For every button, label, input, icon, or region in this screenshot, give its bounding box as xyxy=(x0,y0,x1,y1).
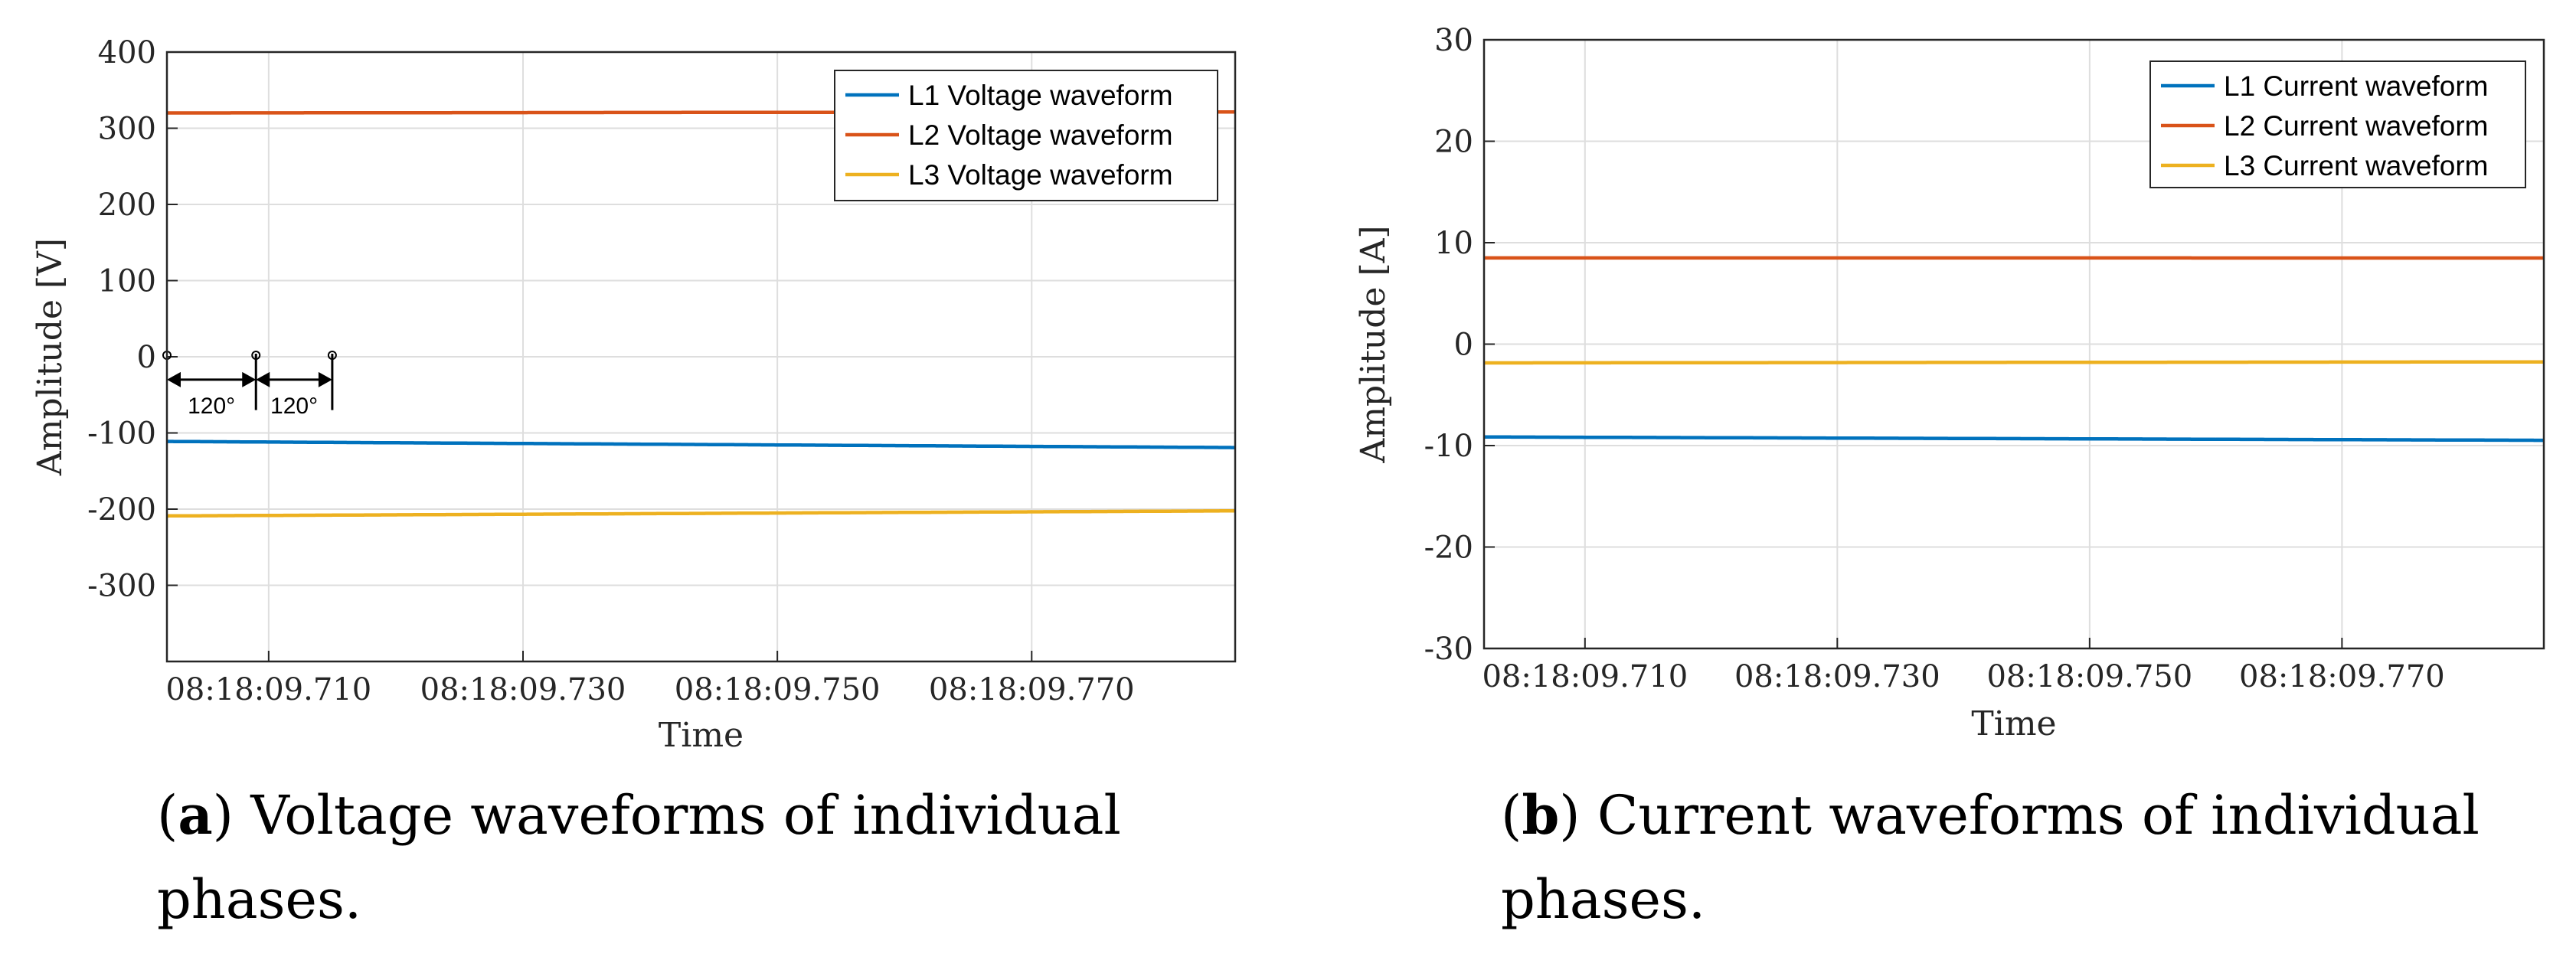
y-tick-label: 30 xyxy=(1434,23,1473,58)
y-tick-label: 20 xyxy=(1434,125,1473,160)
legend-label-l3: L3 Current waveform xyxy=(2224,150,2488,181)
legend-label-l1: L1 Current waveform xyxy=(2224,70,2488,102)
voltage-chart: -300 -200 -100 0 100 200 300 400 08:18:09.710 08:… xyxy=(31,35,1237,755)
y-tick-label: -200 xyxy=(87,492,156,527)
axes-box xyxy=(165,51,1237,663)
y-tick-label: 200 xyxy=(98,188,156,223)
x-tick-label: 08:18:09.770 xyxy=(929,672,1135,707)
series-line-l1 xyxy=(167,439,1235,449)
caption-a-text: Voltage waveforms of individual phases. xyxy=(157,784,1121,931)
series-line-l3 xyxy=(167,509,1235,518)
legend-label-l1: L1 Voltage waveform xyxy=(908,80,1173,111)
y-tick-label: -10 xyxy=(1424,429,1473,464)
series-line-l3 xyxy=(1484,360,2544,365)
axes-box xyxy=(1483,38,2545,650)
y-tick-label: 100 xyxy=(98,264,156,299)
y-tick-label: -20 xyxy=(1424,531,1473,566)
caption-a-tag: a xyxy=(178,783,213,847)
legend-label-l3: L3 Voltage waveform xyxy=(908,159,1173,191)
current-chart: -30 -20 -10 0 10 20 30 08:18:09.710 08:18:09.730… xyxy=(1354,23,2545,743)
y-tick-label: 300 xyxy=(98,112,156,147)
caption-a: (a) Voltage waveforms of individual phas… xyxy=(157,783,1121,931)
x-tick-label: 08:18:09.750 xyxy=(1986,659,2192,694)
y-tick-label: 0 xyxy=(137,340,156,375)
y-axis-label: Amplitude [V] xyxy=(31,238,70,476)
x-axis-label: Time xyxy=(659,716,744,755)
y-tick-label: 400 xyxy=(98,35,156,70)
x-tick-label: 08:18:09.730 xyxy=(1734,659,1940,694)
caption-b-text: Current waveforms of individual phases. xyxy=(1501,784,2480,931)
y-tick-label: -300 xyxy=(87,569,156,604)
annotation-arrowhead-left xyxy=(167,371,181,387)
x-tick-label: 08:18:09.710 xyxy=(165,672,371,707)
y-tick-label: 0 xyxy=(1454,328,1473,363)
y-tick-label: -100 xyxy=(87,416,156,452)
x-tick-label: 08:18:09.750 xyxy=(675,672,881,707)
annotation-arrowhead-right xyxy=(242,371,257,387)
legend-label-l2: L2 Current waveform xyxy=(2224,110,2488,142)
series-line-l1 xyxy=(1484,435,2544,443)
annotation-label: 120° xyxy=(188,394,235,419)
caption-b: (b) Current waveforms of individual phas… xyxy=(1501,783,2480,931)
y-tick-label: 10 xyxy=(1434,226,1473,261)
y-tick-label: -30 xyxy=(1424,632,1473,667)
x-tick-label: 08:18:09.730 xyxy=(420,672,626,707)
y-axis-label: Amplitude [A] xyxy=(1354,225,1393,463)
legend-label-l2: L2 Voltage waveform xyxy=(908,119,1173,151)
annotation-arrowhead-right xyxy=(318,371,332,387)
x-axis-label: Time xyxy=(1971,704,2056,743)
annotation-label: 120° xyxy=(270,394,318,419)
caption-b-tag: b xyxy=(1522,783,1560,847)
annotation-dot xyxy=(251,351,261,360)
annotation-arrowhead-left xyxy=(256,371,270,387)
x-tick-label: 08:18:09.770 xyxy=(2239,659,2445,694)
x-tick-label: 08:18:09.710 xyxy=(1482,659,1688,694)
annotation-dot xyxy=(327,351,337,360)
